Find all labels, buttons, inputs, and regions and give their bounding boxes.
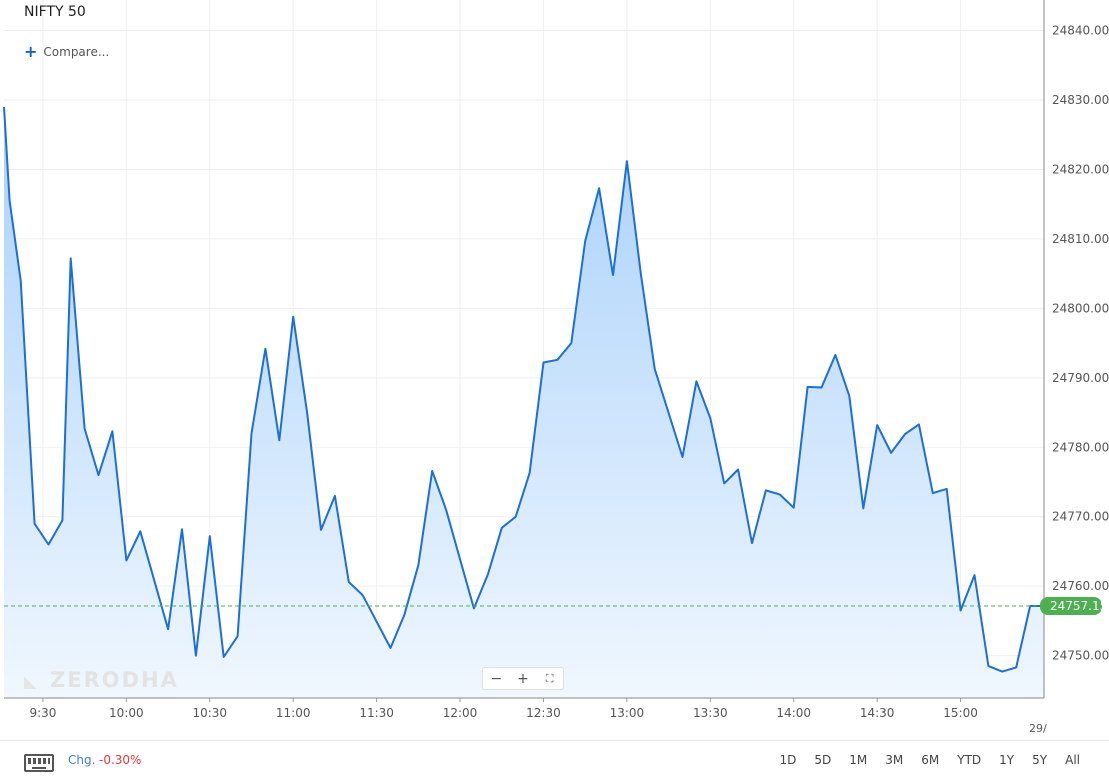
- y-tick-label: 24780.00: [1052, 440, 1109, 454]
- zoom-in-button[interactable]: +: [517, 670, 529, 687]
- current-price-value: 24757.15: [1050, 599, 1107, 613]
- x-tick-label: 13:00: [610, 706, 645, 720]
- range-5y[interactable]: 5Y: [1032, 753, 1048, 767]
- watermark-text: ZERODHA: [50, 668, 179, 692]
- bottom-toolbar: Chg. -0.30% 1D 5D 1M 3M 6M YTD 1Y 5Y All: [0, 740, 1109, 782]
- range-1m[interactable]: 1M: [849, 753, 868, 767]
- zerodha-logo-icon: [24, 676, 37, 689]
- range-1y[interactable]: 1Y: [999, 753, 1015, 767]
- zoom-controls: − + ⛶: [482, 667, 564, 690]
- x-tick-label: 10:00: [109, 706, 144, 720]
- x-tick-label: 14:30: [860, 706, 895, 720]
- y-tick-label: 24800.00: [1052, 301, 1109, 315]
- y-tick-label: 24760.00: [1052, 579, 1109, 593]
- keyboard-icon[interactable]: [24, 754, 54, 772]
- axes: [4, 0, 1045, 702]
- current-price-badge: 24757.15: [1040, 596, 1107, 615]
- range-5d[interactable]: 5D: [814, 753, 832, 767]
- y-tick-label: 24830.00: [1052, 93, 1109, 107]
- price-chart[interactable]: 24750.00 24760.00 24770.00 24780.00 24790.00…: [0, 0, 1109, 740]
- change-label: Chg.: [68, 753, 96, 767]
- y-tick-label: 24820.00: [1052, 162, 1109, 176]
- y-tick-label: 24810.00: [1052, 232, 1109, 246]
- fit-screen-icon[interactable]: ⛶: [545, 671, 554, 685]
- range-ytd[interactable]: YTD: [957, 753, 982, 767]
- watermark: ZERODHA: [24, 668, 179, 692]
- range-all[interactable]: All: [1065, 753, 1080, 767]
- y-tick-label: 24750.00: [1052, 649, 1109, 663]
- x-tick-label: 12:30: [526, 706, 561, 720]
- plus-icon: +: [24, 42, 38, 61]
- x-tick-label: 11:00: [276, 706, 311, 720]
- x-tick-label: 9:30: [29, 706, 56, 720]
- compare-label: Compare...: [43, 45, 110, 59]
- price-line: [3, 106, 1044, 673]
- chart-title: NIFTY 50: [24, 4, 86, 20]
- range-1d[interactable]: 1D: [779, 753, 797, 767]
- x-tick-label: 14:00: [776, 706, 811, 720]
- x-tick-label: 10:30: [192, 706, 227, 720]
- x-tick-label: 15:00: [943, 706, 978, 720]
- range-6m[interactable]: 6M: [921, 753, 940, 767]
- tick-labels: 24750.00 24760.00 24770.00 24780.00 24790.00…: [29, 24, 1109, 735]
- x-tick-label: 12:00: [443, 706, 478, 720]
- zoom-out-button[interactable]: −: [490, 670, 503, 687]
- y-tick-label: 24840.00: [1052, 24, 1109, 38]
- range-3m[interactable]: 3M: [885, 753, 904, 767]
- price-area: [4, 107, 1044, 698]
- range-selector: 1D 5D 1M 3M 6M YTD 1Y 5Y All: [771, 753, 1089, 767]
- change-value: -0.30%: [99, 753, 142, 767]
- x-tick-label: 11:30: [359, 706, 394, 720]
- y-tick-label: 24770.00: [1052, 510, 1109, 524]
- next-day-label: 29/: [1029, 722, 1047, 735]
- compare-button[interactable]: + Compare...: [24, 42, 110, 61]
- y-tick-label: 24790.00: [1052, 371, 1109, 385]
- x-tick-label: 13:30: [693, 706, 728, 720]
